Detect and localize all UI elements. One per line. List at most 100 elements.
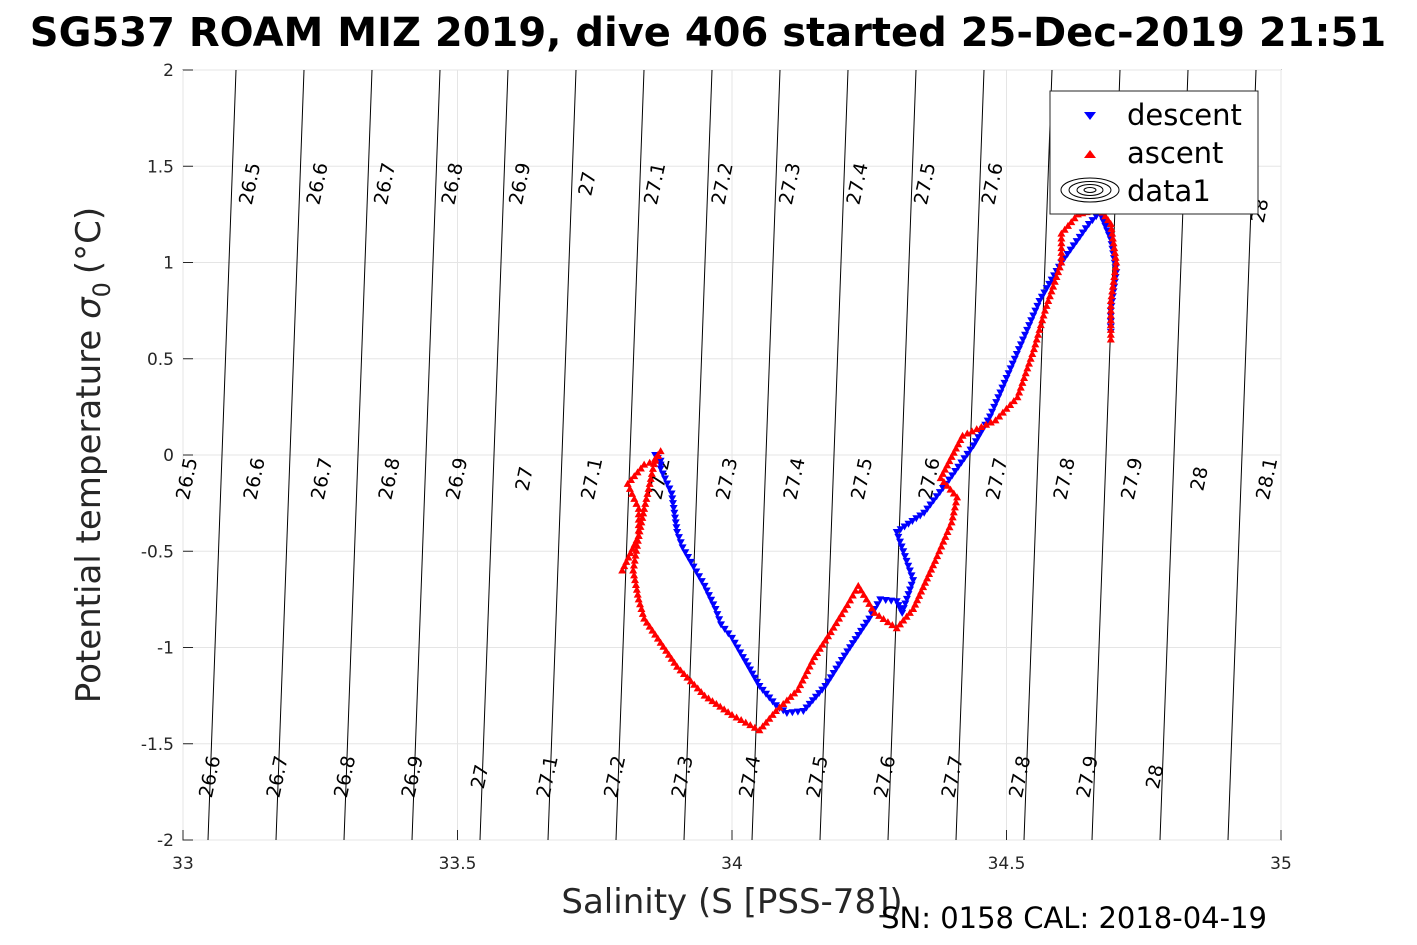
ascent-point [895, 620, 904, 628]
ascent-point [998, 408, 1007, 416]
ascent-point [645, 458, 654, 466]
isopycnal-line [887, 70, 917, 840]
isopycnal-label: 27 [467, 763, 494, 791]
descent-point [669, 504, 678, 512]
calibration-footer: SN: 0158 CAL: 2018-04-19 [881, 901, 1267, 935]
ascent-point [939, 537, 948, 545]
ascent-point [720, 705, 729, 713]
ascent-point [630, 571, 639, 579]
ascent-point [1109, 277, 1118, 285]
ascent-point [1108, 229, 1117, 237]
ascent-point [1039, 311, 1048, 319]
ascent-point [634, 531, 643, 539]
ascent-point [633, 590, 642, 598]
ascent-point [936, 474, 945, 482]
y-axis-label-symbol: σ [69, 296, 109, 319]
ascent-point [805, 662, 814, 670]
descent-point [832, 665, 841, 673]
descent-point [895, 538, 904, 546]
y-tick-label: 1.5 [147, 157, 174, 177]
ascent-point [1106, 321, 1115, 329]
descent-point [720, 625, 729, 633]
ascent-point [1057, 244, 1066, 252]
descent-point [899, 605, 908, 613]
y-axis-label-unit: (°C) [69, 207, 109, 274]
ascent-point [697, 688, 706, 696]
ascent-point [724, 708, 733, 716]
isopycnal-line [819, 70, 849, 840]
ascent-point [888, 621, 897, 629]
y-tick-label: -2 [157, 831, 174, 851]
descent-point [738, 654, 747, 662]
ascent-point [1044, 297, 1053, 304]
ascent-point [624, 553, 633, 561]
x-axis-label: Salinity (S [PSS-78]) [561, 882, 902, 922]
descent-point [1088, 217, 1097, 225]
y-tick-label: -1.5 [141, 735, 174, 755]
descent-point [711, 606, 720, 613]
ascent-point [640, 460, 649, 468]
descent-point [926, 501, 935, 509]
descent-point [746, 666, 755, 674]
ascent-point [1036, 321, 1045, 329]
ascent-point [1107, 224, 1116, 232]
ascent-point [1057, 248, 1066, 256]
ascent-point [712, 699, 721, 707]
ascent-point [919, 583, 928, 591]
ascent-point [637, 518, 646, 526]
ascent-point [986, 418, 995, 426]
ascent-point [664, 650, 673, 658]
legend-data1-contour-icon [1060, 177, 1120, 203]
ascent-point [829, 623, 838, 631]
ascent-point [716, 702, 725, 710]
ascent-point [1111, 263, 1120, 271]
ascent-point [1032, 335, 1041, 343]
ascent-point [1009, 397, 1018, 405]
descent-point [1081, 225, 1090, 233]
ascent-point [1106, 330, 1115, 338]
isopycnal-label: 27 [574, 170, 601, 198]
descent-point [916, 512, 925, 520]
ascent-point [786, 692, 795, 700]
ascent-point [1029, 345, 1038, 353]
descent-point [689, 563, 698, 571]
descent-point [717, 621, 726, 629]
ascent-point [899, 616, 908, 624]
descent-point [1075, 233, 1084, 241]
ascent-point [768, 710, 777, 718]
ascent-point [1106, 297, 1115, 304]
ascent-point [821, 636, 830, 644]
ascent-point [943, 461, 952, 469]
ascent-point [848, 591, 857, 599]
ascent-point [921, 578, 930, 586]
descent-point [684, 554, 693, 562]
x-tick-label: 33.5 [439, 854, 477, 874]
y-tick-label: -1 [157, 639, 174, 659]
ascent-point [909, 605, 918, 612]
ascent-point [640, 504, 649, 512]
descent-point [1066, 246, 1075, 254]
ascent-point [746, 721, 755, 729]
ascent-point [810, 653, 819, 661]
ascent-point [622, 557, 631, 565]
ascent-point [642, 618, 651, 626]
ascent-point [945, 457, 954, 465]
ascent-point [995, 412, 1004, 420]
ascent-point [905, 608, 914, 616]
descent-point [799, 708, 808, 716]
descent-point [818, 686, 827, 694]
ascent-point [790, 689, 799, 697]
ascent-point [634, 595, 643, 603]
chart-title: SG537 ROAM MIZ 2019, dive 406 started 25… [30, 10, 1386, 56]
descent-point [811, 693, 820, 701]
ascent-point [939, 477, 948, 485]
ascent-point [1035, 325, 1044, 333]
ascent-point [640, 614, 649, 622]
descent-point [904, 520, 913, 528]
y-axis-label: Potential temperature σ0 (°C) [69, 207, 116, 703]
ascent-point [1106, 325, 1115, 333]
ascent-point [728, 710, 736, 718]
descent-point [702, 587, 711, 595]
ascent-point [1050, 277, 1059, 285]
